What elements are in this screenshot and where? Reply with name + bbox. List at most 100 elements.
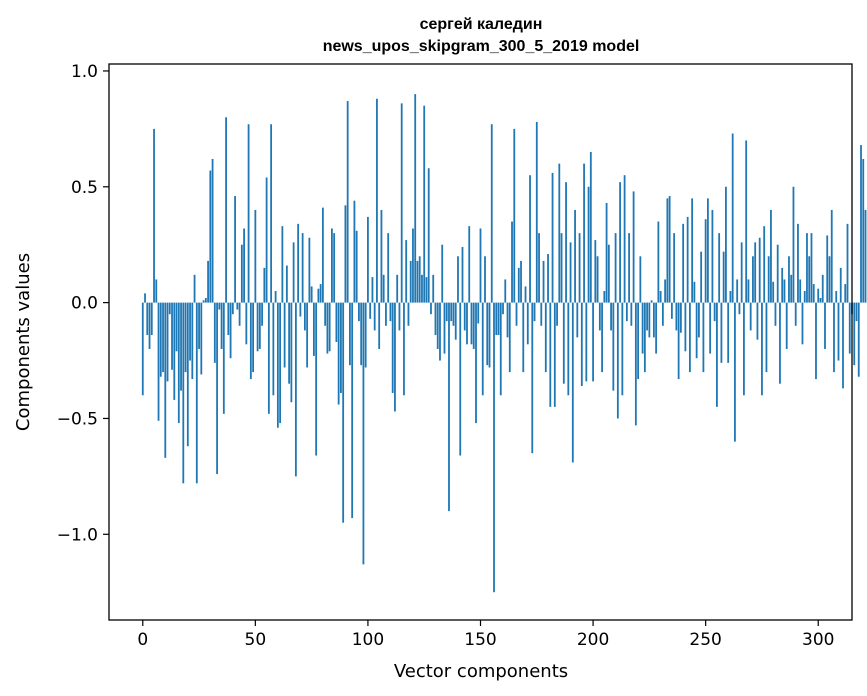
bar: [747, 279, 750, 303]
bar: [367, 216, 369, 303]
bar: [513, 128, 516, 303]
bar: [558, 163, 561, 303]
bar: [679, 302, 682, 333]
bar: [799, 279, 802, 303]
bar: [610, 302, 612, 331]
bar: [801, 302, 804, 345]
bar: [745, 140, 748, 303]
bar: [331, 228, 333, 303]
bar: [686, 216, 689, 303]
bar: [299, 302, 302, 317]
bar: [776, 244, 779, 303]
bar: [216, 302, 218, 475]
bar: [353, 200, 356, 303]
y-tick-label: −1.0: [57, 525, 98, 545]
chart-title-line2: news_upos_skipgram_300_5_2019 model: [323, 38, 640, 55]
bar: [234, 196, 236, 303]
bar: [808, 256, 811, 303]
bar: [817, 288, 820, 303]
bar: [148, 302, 151, 349]
bar: [718, 233, 721, 303]
bar: [263, 267, 266, 303]
bar: [598, 302, 601, 331]
bar: [344, 205, 347, 303]
bar: [191, 302, 194, 380]
bar: [603, 291, 606, 303]
bar: [511, 221, 513, 303]
bar: [380, 209, 383, 303]
bar: [657, 221, 660, 303]
bar: [619, 182, 621, 303]
bar: [691, 198, 694, 303]
bar: [220, 302, 223, 349]
bar: [153, 128, 155, 303]
bar: [425, 277, 428, 303]
bar: [601, 302, 603, 373]
bar: [227, 302, 230, 336]
bar: [535, 121, 538, 303]
y-tick-label: 0.5: [71, 178, 98, 198]
bar: [155, 279, 158, 303]
bar: [421, 274, 423, 303]
bar: [333, 233, 336, 303]
bar: [670, 302, 673, 319]
bar: [772, 281, 775, 303]
bar: [788, 256, 790, 303]
bar: [472, 302, 475, 349]
bar: [803, 291, 806, 303]
bar: [412, 228, 414, 303]
bar: [797, 223, 799, 303]
bar: [855, 302, 858, 322]
bar: [794, 302, 797, 326]
bar: [240, 244, 243, 303]
bar: [860, 145, 862, 303]
bar: [614, 233, 617, 303]
bar: [297, 223, 300, 303]
bar: [857, 302, 860, 377]
bar: [382, 274, 385, 303]
bar: [664, 279, 667, 303]
bar: [560, 233, 563, 303]
y-axis-ticks: −1.0 −0.5 0.0 0.5 1.0: [57, 62, 109, 545]
bar: [639, 256, 642, 303]
bar: [542, 260, 545, 303]
bar: [754, 242, 757, 303]
bar: [389, 302, 392, 322]
bar: [166, 302, 169, 382]
bar: [283, 302, 286, 368]
bar: [157, 302, 160, 421]
bar: [168, 302, 171, 315]
bar: [556, 302, 558, 326]
bar: [630, 302, 633, 326]
bar: [238, 302, 241, 326]
bar: [587, 186, 590, 303]
bar: [785, 302, 788, 349]
bar: [209, 170, 212, 303]
bar: [779, 302, 781, 384]
bar: [677, 302, 680, 380]
bar: [659, 291, 662, 303]
bar: [688, 302, 691, 373]
bar: [468, 226, 471, 303]
bar: [725, 186, 727, 303]
bar: [351, 302, 354, 519]
bar: [641, 302, 644, 354]
bar: [833, 302, 835, 373]
bar: [285, 265, 288, 303]
bar: [247, 124, 250, 303]
bar: [551, 172, 554, 303]
bar: [621, 302, 624, 396]
bar: [740, 242, 743, 303]
bar: [281, 226, 284, 303]
bar: [312, 302, 315, 356]
bar: [790, 274, 793, 303]
bar: [711, 209, 714, 303]
bar: [279, 302, 282, 424]
bar: [450, 302, 453, 322]
bar: [783, 279, 786, 303]
bar: [267, 302, 270, 414]
bar: [261, 302, 263, 326]
bar: [862, 158, 865, 303]
bar: [815, 302, 817, 380]
bar: [335, 302, 338, 342]
